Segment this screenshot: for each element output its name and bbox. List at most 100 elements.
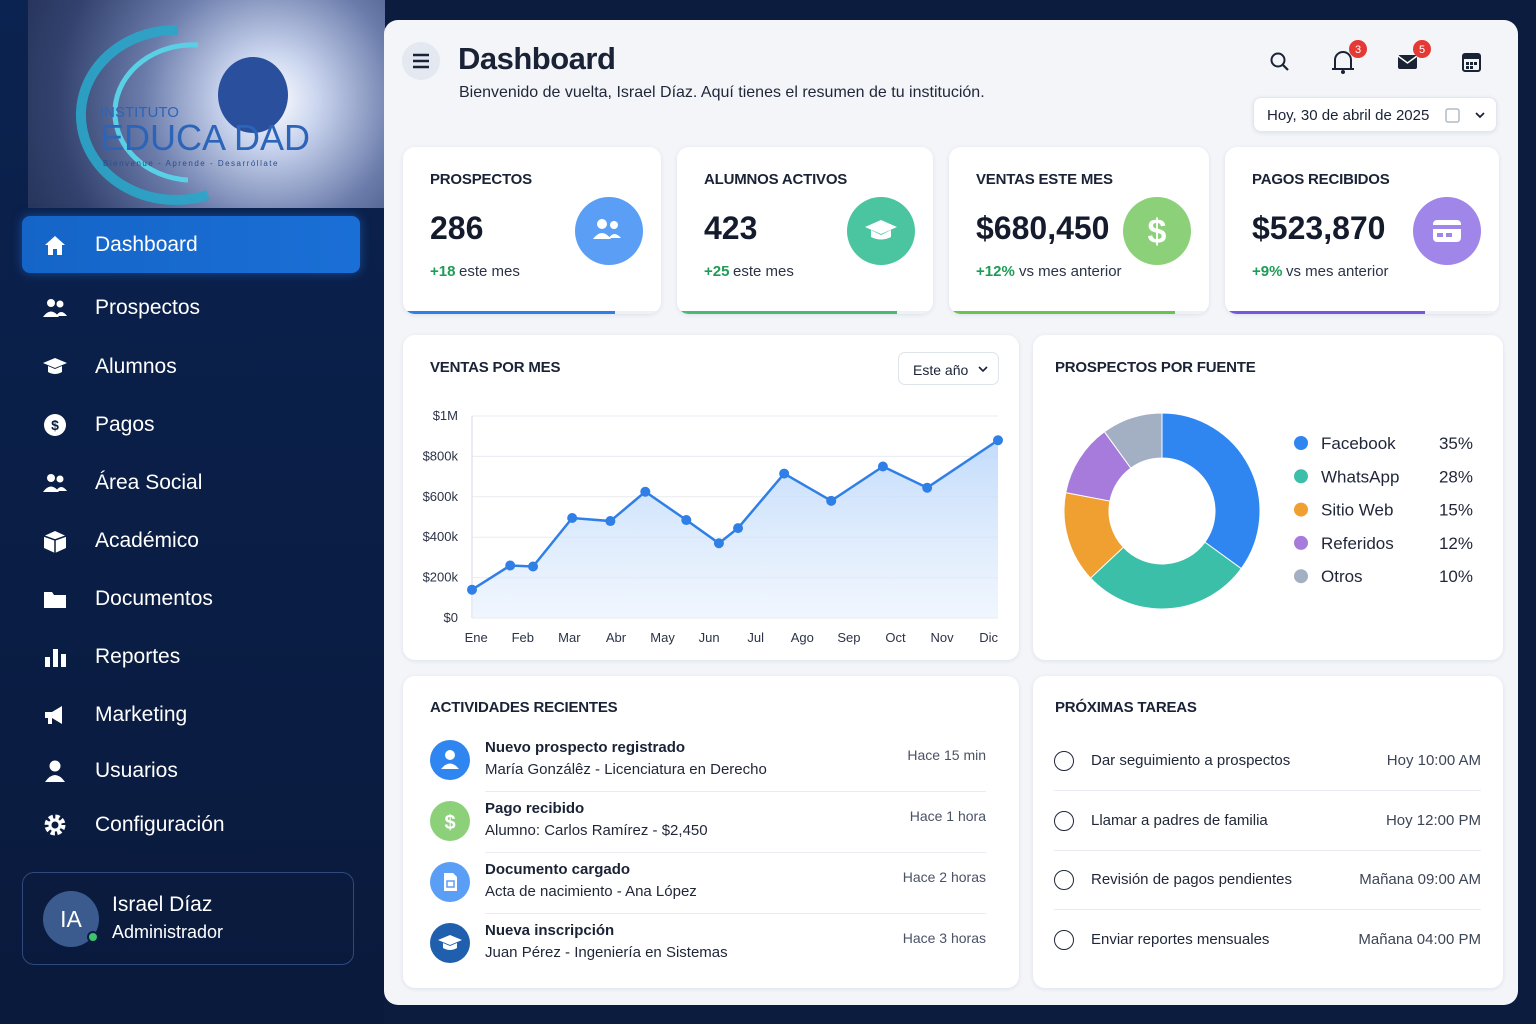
divider	[1054, 790, 1481, 791]
line	[471, 439, 999, 591]
task-time: Mañana 09:00 AM	[1359, 871, 1481, 888]
point	[528, 561, 539, 572]
x-tick-label: Feb	[512, 630, 534, 645]
nav-item[interactable]: Académico	[22, 512, 360, 569]
activity-icon: $	[430, 801, 470, 841]
legend-dot	[1294, 535, 1308, 550]
activity-icon	[430, 862, 470, 902]
stat-icon: $	[1123, 197, 1191, 265]
nav-item[interactable]: Configuración	[22, 796, 360, 853]
x-tick-label: Sep	[837, 630, 860, 645]
stat-value: $523,870	[1252, 210, 1386, 246]
progress-bar	[949, 311, 1176, 314]
nav-item[interactable]: Marketing	[22, 686, 360, 743]
x-tick-label: Oct	[885, 630, 906, 645]
menu-button[interactable]	[402, 42, 440, 80]
legend-dot	[1294, 436, 1308, 450]
activity-time: Hace 2 horas	[902, 869, 986, 885]
line-chart: $0 $200k $400k $600k $800k $1M Ene Feb Mar Abr May…	[423, 408, 1003, 645]
message-badge: 5	[1419, 44, 1425, 56]
slice	[1161, 412, 1261, 570]
nav-item[interactable]: Alumnos	[22, 338, 360, 395]
activity-title: Pago recibido	[485, 800, 585, 817]
nav-label: Configuración	[95, 812, 225, 836]
stat-delta: +9%	[1252, 263, 1283, 280]
stat-label: PAGOS RECIBIDOS	[1252, 171, 1390, 188]
mail-icon[interactable]	[1397, 55, 1418, 69]
divider	[1054, 909, 1481, 910]
tasks-title: PRÓXIMAS TAREAS	[1055, 699, 1197, 716]
divider	[1054, 849, 1481, 851]
stat-delta: +18	[430, 263, 456, 280]
legend-value: 15%	[1439, 501, 1473, 520]
user-card[interactable]: IA Israel Díaz Administrador	[22, 872, 354, 965]
stat-note: vs mes anterior	[1286, 263, 1389, 280]
nav-item[interactable]: Prospectos	[22, 279, 360, 336]
y-tick-label: $0	[444, 610, 458, 625]
point	[605, 516, 616, 527]
activity-time: Hace 1 hora	[909, 808, 986, 824]
task-checkbox[interactable]	[1054, 870, 1074, 890]
x-tick-label: May	[650, 630, 675, 645]
task-checkbox[interactable]	[1054, 929, 1074, 950]
period-select[interactable]: Este año	[898, 352, 999, 385]
x-tick-label: Ene	[465, 630, 488, 645]
legend-dot	[1294, 469, 1308, 484]
legend-label: Facebook	[1321, 434, 1396, 453]
x-tick-label: Jul	[747, 630, 764, 645]
legend-dot	[1294, 502, 1308, 517]
date-text: Hoy, 30 de abril de 2025	[1267, 107, 1430, 124]
nav-item[interactable]: Usuarios	[22, 742, 360, 799]
stat-icon	[1413, 197, 1481, 265]
logo-name: EDUCA DAD	[100, 117, 310, 158]
tasks-card: PRÓXIMAS TAREAS Dar seguimiento a prospe…	[1033, 676, 1503, 988]
legend-value: 12%	[1439, 534, 1473, 553]
stat-card: ALUMNOS ACTIVOS 423 +25 este mes	[677, 147, 933, 314]
task-checkbox[interactable]	[1054, 810, 1074, 831]
divider	[485, 913, 986, 914]
point	[877, 461, 888, 472]
activity-title: Nueva inscripción	[485, 922, 615, 939]
sales-card: VENTAS POR MES Este año $0 $200k $400k $600…	[403, 335, 1019, 660]
point	[713, 538, 724, 549]
calendar-icon[interactable]	[1462, 53, 1481, 72]
page-title: Dashboard	[458, 41, 616, 76]
activity-title: Nuevo prospecto registrado	[485, 739, 686, 756]
legend-label: Otros	[1321, 567, 1363, 586]
nav-label: Reportes	[95, 644, 181, 668]
area	[472, 440, 998, 618]
task-checkbox[interactable]	[1054, 751, 1074, 771]
nav-item[interactable]: Área Social	[22, 454, 360, 511]
bell-icon[interactable]	[1332, 51, 1354, 74]
nav-item[interactable]: Dashboard	[22, 216, 360, 273]
avatar: IA	[43, 891, 99, 947]
search-icon[interactable]	[1270, 52, 1289, 71]
donut-chart: Facebook 35% WhatsApp 28% Sitio Web 15% Referi…	[1063, 412, 1473, 610]
x-tick-label: Mar	[558, 630, 581, 645]
date-picker[interactable]: Hoy, 30 de abril de 2025	[1253, 97, 1497, 132]
activity-time: Hace 15 min	[907, 747, 986, 763]
x-tick-label: Nov	[931, 630, 955, 645]
activities-title: ACTIVIDADES RECIENTES	[430, 699, 618, 716]
nav-item[interactable]: Reportes	[22, 628, 360, 685]
user-role: Administrador	[112, 922, 224, 942]
legend-label: Referidos	[1321, 534, 1394, 553]
task-time: Hoy 10:00 AM	[1386, 752, 1481, 769]
stat-note: este mes	[459, 263, 520, 280]
task-text: Revisión de pagos pendientes	[1091, 871, 1292, 888]
page-subtitle: Bienvenido de vuelta, Israel Díaz. Aquí …	[459, 84, 985, 101]
logo-top: INSTITUTO	[100, 104, 179, 121]
y-tick-label: $600k	[423, 489, 459, 504]
divider	[485, 791, 986, 792]
stat-label: VENTAS ESTE MES	[976, 171, 1113, 188]
activity-icon	[430, 740, 470, 780]
nav-item[interactable]: $ Pagos	[22, 396, 360, 453]
task-time: Mañana 04:00 PM	[1358, 930, 1481, 948]
chart-title: VENTAS POR MES	[430, 359, 561, 376]
point	[681, 515, 692, 526]
point	[826, 495, 837, 506]
progress-bar	[677, 311, 898, 314]
point	[567, 513, 578, 524]
nav-item[interactable]: Documentos	[22, 570, 360, 627]
y-tick-label: $1M	[433, 408, 458, 423]
